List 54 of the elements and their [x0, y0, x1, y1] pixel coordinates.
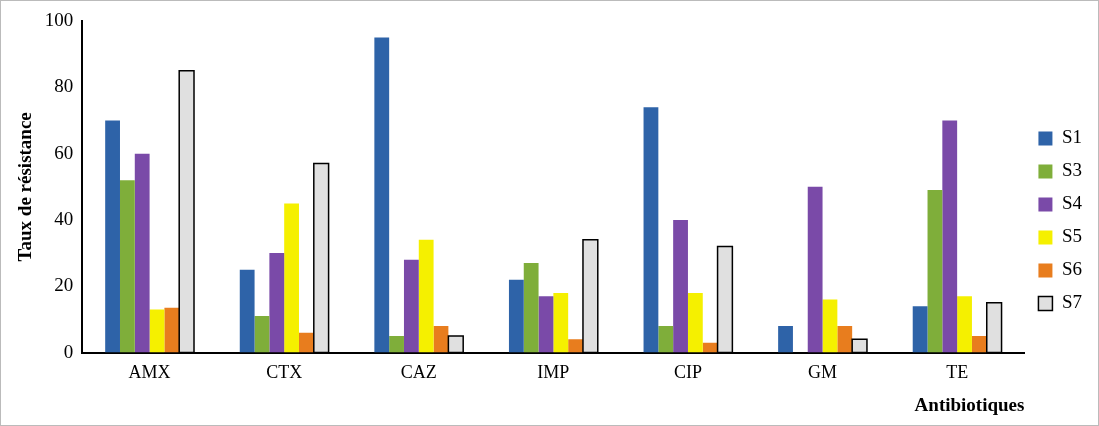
bar [269, 253, 285, 353]
bar [822, 299, 838, 353]
y-axis-title: Taux de résistance [14, 112, 36, 262]
bar [971, 336, 987, 353]
bar [119, 180, 135, 353]
y-tick-label: 20 [54, 274, 74, 296]
x-tick-label: AMX [128, 362, 171, 383]
bar [643, 107, 659, 353]
bar [553, 292, 569, 353]
bar [508, 279, 524, 353]
y-tick-label: 40 [54, 207, 74, 229]
bar [284, 203, 299, 353]
bar [298, 332, 314, 353]
bar [807, 186, 823, 353]
x-tick-label: CTX [266, 362, 303, 383]
bar [673, 219, 688, 353]
bar [658, 326, 674, 353]
legend-label: S7 [1061, 291, 1083, 313]
bar [912, 306, 928, 353]
x-tick-label: IMP [537, 362, 570, 383]
bar [105, 120, 120, 353]
bar [374, 37, 390, 353]
bar [254, 316, 270, 353]
bar [568, 339, 583, 353]
x-tick-label: CIP [673, 362, 702, 383]
bar [927, 190, 943, 353]
x-tick-label: CAZ [400, 362, 437, 383]
y-tick-label: 0 [63, 340, 74, 362]
bar [538, 296, 554, 353]
x-axis-title: Antibiotiques [914, 393, 1025, 415]
legend-label: S5 [1061, 225, 1083, 247]
bar [957, 296, 972, 353]
y-tick-label: 60 [54, 141, 74, 163]
bar [389, 336, 404, 353]
bar [418, 239, 434, 353]
bar [433, 326, 449, 353]
x-tick-label: TE [946, 362, 969, 383]
bar [164, 307, 180, 353]
bar [149, 309, 165, 353]
legend-label: S6 [1061, 258, 1083, 280]
y-tick-label: 80 [54, 75, 74, 97]
bar [403, 259, 419, 353]
bar [942, 120, 958, 353]
legend-label: S3 [1061, 159, 1083, 181]
legend-label: S4 [1061, 192, 1083, 214]
bar [687, 292, 703, 353]
legend-label: S1 [1061, 126, 1083, 148]
x-tick-label: GM [808, 362, 838, 383]
bar [239, 269, 255, 353]
bar [778, 326, 793, 353]
bar [837, 326, 853, 353]
y-tick-label: 100 [44, 8, 74, 30]
bar [523, 263, 539, 353]
bar [134, 153, 150, 353]
